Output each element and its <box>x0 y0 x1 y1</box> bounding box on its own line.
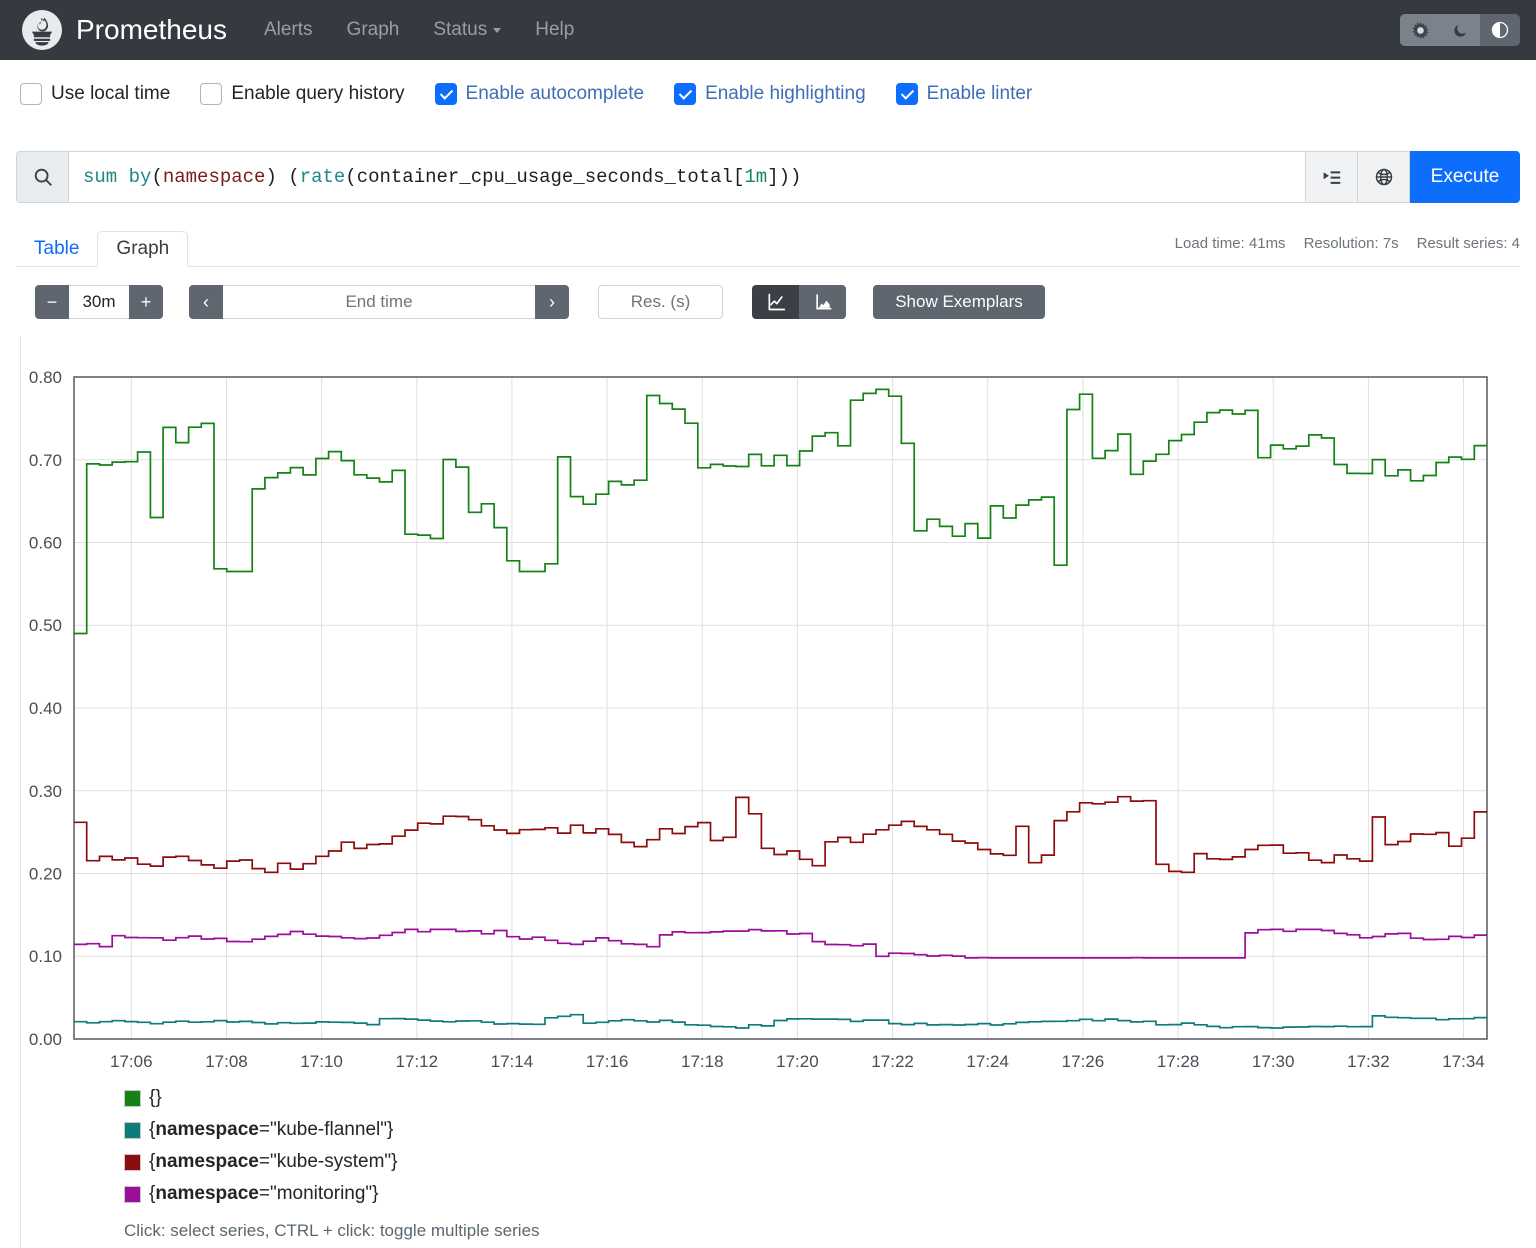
svg-text:17:10: 17:10 <box>300 1052 343 1071</box>
svg-text:0.00: 0.00 <box>29 1030 62 1049</box>
svg-text:0.40: 0.40 <box>29 699 62 718</box>
svg-text:17:24: 17:24 <box>966 1052 1009 1071</box>
svg-text:17:18: 17:18 <box>681 1052 724 1071</box>
svg-text:17:32: 17:32 <box>1347 1052 1390 1071</box>
svg-text:17:08: 17:08 <box>205 1052 248 1071</box>
svg-text:17:30: 17:30 <box>1252 1052 1295 1071</box>
svg-text:0.20: 0.20 <box>29 865 62 884</box>
svg-text:0.80: 0.80 <box>29 368 62 387</box>
svg-text:17:16: 17:16 <box>586 1052 629 1071</box>
svg-text:0.30: 0.30 <box>29 782 62 801</box>
svg-text:17:20: 17:20 <box>776 1052 819 1071</box>
svg-text:17:14: 17:14 <box>491 1052 534 1071</box>
svg-text:17:26: 17:26 <box>1062 1052 1105 1071</box>
svg-text:0.50: 0.50 <box>29 616 62 635</box>
svg-text:17:28: 17:28 <box>1157 1052 1200 1071</box>
svg-text:0.70: 0.70 <box>29 451 62 470</box>
svg-text:17:22: 17:22 <box>871 1052 914 1071</box>
svg-text:17:12: 17:12 <box>396 1052 439 1071</box>
svg-text:17:34: 17:34 <box>1442 1052 1485 1071</box>
svg-text:0.10: 0.10 <box>29 947 62 966</box>
svg-text:17:06: 17:06 <box>110 1052 153 1071</box>
svg-text:0.60: 0.60 <box>29 534 62 553</box>
